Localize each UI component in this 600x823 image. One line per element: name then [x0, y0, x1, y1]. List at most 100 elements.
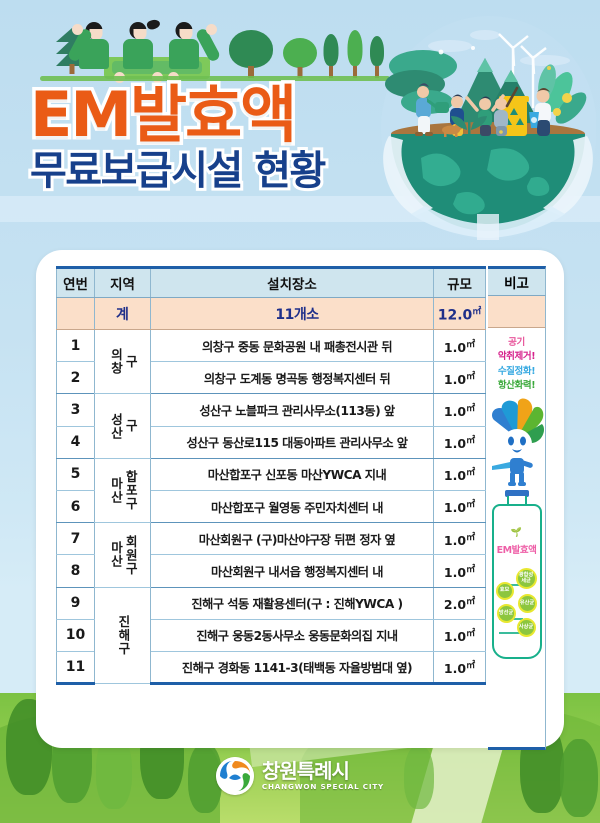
- total-region-cell: 계: [94, 297, 151, 330]
- slogan-line-2: 악취제거!: [497, 351, 536, 363]
- row-no: 8: [56, 554, 95, 588]
- table-row: 9 진해구 진해구 석동 재활용센터(구 : 진해YWCA ) 2.0㎡: [56, 587, 486, 685]
- cloud-icon: [520, 55, 570, 66]
- row-no: 2: [56, 361, 95, 395]
- col-header-place: 설치장소: [150, 266, 434, 298]
- bottle-cap: [504, 490, 529, 497]
- row-size: 1.0㎡: [433, 554, 486, 588]
- col-header-remark: 비고: [488, 266, 546, 296]
- person-figure: [168, 22, 222, 82]
- person-figure: [66, 22, 116, 82]
- row-size: 1.0㎡: [433, 361, 486, 395]
- table-card: 연번 지역 설치장소 규모 계 11개소 12.0㎡ 1 의창 구: [36, 250, 564, 750]
- slogan-line-3: 수질정화!: [497, 365, 536, 377]
- col-header-no: 연번: [56, 266, 95, 298]
- total-no-cell: [56, 297, 95, 330]
- remark-total-cell: [488, 296, 546, 328]
- brand-name-kr: 창원특례시: [261, 759, 350, 784]
- row-size: 1.0㎡: [433, 458, 486, 491]
- row-no: 6: [56, 490, 95, 524]
- total-place-cell: 11개소: [150, 297, 434, 330]
- row-place: 마산회원구 내서읍 행정복지센터 내: [150, 554, 434, 588]
- col-header-size: 규모: [433, 266, 486, 298]
- row-region: 성산 구: [94, 393, 151, 459]
- footer-brand: 창원특례시 CHANGWON SPECIAL CITY: [0, 757, 600, 795]
- table-row: 5 마산 합포구 마산합포구 신포동 마산YWCA 지내 1.0㎡: [56, 458, 486, 524]
- person-figure: [122, 18, 162, 82]
- row-no: 10: [56, 619, 95, 652]
- row-region: 진해구: [94, 587, 151, 685]
- cloud-icon: [470, 30, 500, 40]
- row-no: 11: [56, 651, 95, 686]
- em-bottle-graphic: 🌱 EM발효액 광합성 세균 효모 유산균 방선균 사상균: [489, 490, 545, 660]
- slim-tree-icon: [368, 36, 386, 78]
- bottle-label: EM발효액: [496, 545, 537, 556]
- row-place: 진해구 웅동2동사무소 웅동문화의집 지내: [150, 619, 434, 652]
- row-place: 성산구 동산로115 대동아파트 관리사무소 앞: [150, 426, 434, 459]
- table-row: 6 마산합포구 월영동 주민자치센터 내 1.0㎡: [56, 490, 486, 524]
- row-no: 7: [56, 522, 95, 556]
- row-size: 1.0㎡: [433, 490, 486, 524]
- table-row: 3 성산 구 성산구 노블파크 관리사무소(113동) 앞 1.0㎡: [56, 393, 486, 459]
- microbe-bubble: 광합성 세균: [515, 568, 537, 589]
- table-row: 2 의창구 도계동 명곡동 행정복지센터 뒤 1.0㎡: [56, 361, 486, 395]
- grass-line: [40, 76, 390, 81]
- row-region: 마산 회원구: [94, 522, 151, 588]
- slogan-line-1: 공기: [508, 337, 525, 348]
- sprout-icon: 🌱: [510, 528, 523, 538]
- cloud-icon: [428, 40, 472, 52]
- mascot-character: [488, 398, 546, 486]
- page-subtitle: 무료보급시설 현황: [27, 147, 329, 194]
- slim-tree-icon: [346, 30, 364, 78]
- row-place: 진해구 경화동 1141-3(태백동 자율방범대 옆): [150, 651, 434, 686]
- table-header-row: 연번 지역 설치장소 규모: [56, 266, 486, 298]
- row-place: 마산합포구 신포동 마산YWCA 지내: [150, 458, 434, 491]
- header-illustration: [0, 0, 600, 250]
- table-head: 연번 지역 설치장소 규모: [56, 266, 486, 298]
- row-region: 마산 합포구: [94, 458, 151, 524]
- slim-tree-icon: [322, 34, 340, 78]
- broadleaf-tree-icon: [228, 30, 274, 78]
- earth-eco-illustration: [381, 8, 597, 240]
- row-place: 마산합포구 월영동 주민자치센터 내: [150, 490, 434, 524]
- row-no: 9: [56, 587, 95, 620]
- table-row: 11 진해구 경화동 1141-3(태백동 자율방범대 옆) 1.0㎡: [56, 651, 486, 686]
- row-size: 1.0㎡: [433, 393, 486, 427]
- row-size: 1.0㎡: [433, 329, 486, 363]
- row-place: 진해구 석동 재활용센터(구 : 진해YWCA ): [150, 587, 434, 620]
- row-size: 1.0㎡: [433, 619, 486, 652]
- row-size: 1.0㎡: [433, 522, 486, 556]
- table-total-row: 계 11개소 12.0㎡: [56, 297, 486, 330]
- remarks-column: 비고 공기 악취제거! 수질정화! 항산화력!: [488, 266, 546, 750]
- col-header-region: 지역: [94, 266, 151, 298]
- table-row: 7 마산 회원구 마산회원구 (구)마산야구장 뒤편 정자 옆 1.0㎡: [56, 522, 486, 588]
- row-place: 의창구 도계동 명곡동 행정복지센터 뒤: [150, 361, 434, 395]
- row-no: 5: [56, 458, 95, 491]
- microbe-bubble: 유산균: [517, 594, 537, 613]
- row-no: 1: [56, 329, 95, 363]
- page-title: EM발효액: [27, 78, 301, 151]
- total-size-cell: 12.0㎡: [433, 297, 486, 330]
- broadleaf-tree-icon: [282, 38, 318, 78]
- row-place: 의창구 중동 문화공원 내 패총전시관 뒤: [150, 329, 434, 363]
- row-no: 4: [56, 426, 95, 459]
- row-no: 3: [56, 393, 95, 427]
- row-region: 의창 구: [94, 329, 151, 395]
- table-row: 8 마산회원구 내서읍 행정복지센터 내 1.0㎡: [56, 554, 486, 588]
- slogan-block: 공기 악취제거! 수질정화! 항산화력!: [488, 336, 545, 393]
- changwon-logo-icon: [215, 757, 254, 795]
- poster-headline: EM발효액 무료보급시설 현황: [27, 78, 330, 194]
- slogan-line-4: 항산화력!: [497, 379, 536, 391]
- brand-name-en: CHANGWON SPECIAL CITY: [261, 782, 385, 792]
- bottle-rib: [498, 632, 521, 634]
- microbe-bubble: 효모: [495, 582, 514, 600]
- row-size: 1.0㎡: [433, 426, 486, 459]
- row-place: 성산구 노블파크 관리사무소(113동) 앞: [150, 393, 434, 427]
- bottle-body: 🌱 EM발효액 광합성 세균 효모 유산균 방선균 사상균: [491, 504, 542, 659]
- row-size: 1.0㎡: [433, 651, 486, 686]
- row-size: 2.0㎡: [433, 587, 486, 620]
- remark-body-cell: 공기 악취제거! 수질정화! 항산화력!: [488, 328, 546, 750]
- brand-text: 창원특례시 CHANGWON SPECIAL CITY: [262, 761, 384, 790]
- table-body: 계 11개소 12.0㎡ 1 의창 구 의창구 중동 문화공원 내 패총전시관 뒤…: [56, 297, 486, 686]
